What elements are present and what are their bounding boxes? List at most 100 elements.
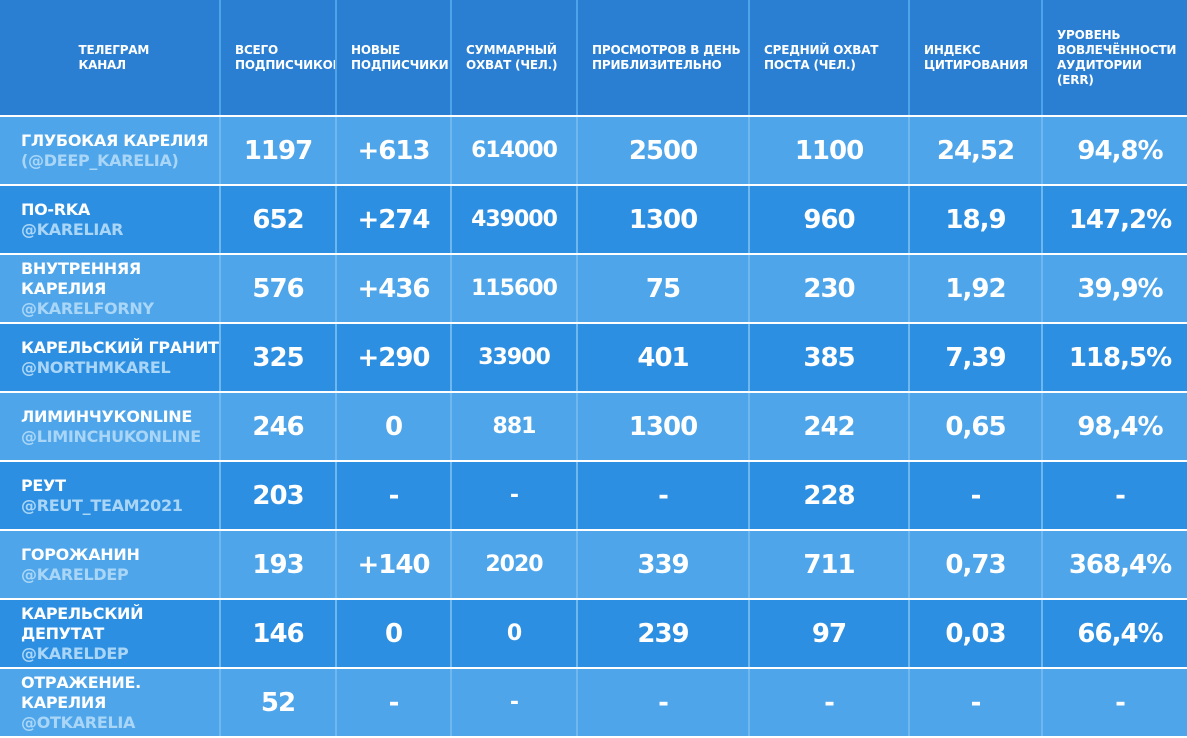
header-total-subscribers: ВСЕГО ПОДПИСЧИКОВ	[221, 0, 342, 115]
channel-handle: @LIMINCHUKONLINE	[21, 426, 201, 446]
cell-avg-post-reach: 242	[750, 393, 908, 460]
channel-name-cell: КАРЕЛЬСКИЙ ДЕПУТАТ @KARELDEP	[0, 600, 219, 667]
header-divider	[1041, 0, 1043, 115]
cell-citation-index: 18,9	[910, 186, 1041, 253]
header-divider	[219, 0, 221, 115]
column-divider	[576, 117, 578, 184]
column-divider	[450, 393, 452, 460]
column-divider	[576, 531, 578, 598]
column-divider	[908, 669, 910, 736]
channel-handle: (@DEEP_KARELIA)	[21, 150, 179, 170]
column-divider	[1041, 393, 1043, 460]
column-divider	[908, 393, 910, 460]
column-divider	[219, 531, 221, 598]
cell-citation-index: 0,03	[910, 600, 1041, 667]
column-divider	[748, 117, 750, 184]
column-divider	[748, 669, 750, 736]
cell-avg-post-reach: 385	[750, 324, 908, 391]
column-divider	[219, 324, 221, 391]
column-divider	[576, 324, 578, 391]
cell-total-subscribers: 325	[221, 324, 335, 391]
header-divider	[450, 0, 452, 115]
channel-name-cell: ПО-RKA @KARELIAR	[0, 186, 219, 253]
channel-name-cell: ГЛУБОКАЯ КАРЕЛИЯ (@DEEP_KARELIA)	[0, 117, 219, 184]
cell-total-reach: 0	[452, 600, 576, 667]
channel-name-cell: РЕУТ @REUT_TEAM2021	[0, 462, 219, 529]
column-divider	[908, 531, 910, 598]
cell-err: 147,2%	[1043, 186, 1187, 253]
cell-daily-views: 75	[578, 255, 748, 322]
cell-err: -	[1043, 462, 1187, 529]
column-divider	[908, 600, 910, 667]
cell-new-subscribers: 0	[337, 393, 450, 460]
cell-total-reach: 439000	[452, 186, 576, 253]
cell-total-subscribers: 652	[221, 186, 335, 253]
column-divider	[450, 324, 452, 391]
cell-total-subscribers: 146	[221, 600, 335, 667]
cell-new-subscribers: +290	[337, 324, 450, 391]
cell-err: 39,9%	[1043, 255, 1187, 322]
header-divider	[576, 0, 578, 115]
cell-err: 118,5%	[1043, 324, 1187, 391]
cell-err: 94,8%	[1043, 117, 1187, 184]
column-divider	[219, 255, 221, 322]
channel-title: КАРЕЛЬСКИЙ ДЕПУТАТ	[21, 603, 144, 643]
column-divider	[450, 669, 452, 736]
cell-new-subscribers: -	[337, 669, 450, 736]
column-divider	[335, 255, 337, 322]
cell-total-subscribers: 246	[221, 393, 335, 460]
cell-new-subscribers: +140	[337, 531, 450, 598]
channel-name-cell: КАРЕЛЬСКИЙ ГРАНИТ @NORTHMKAREL	[0, 324, 219, 391]
column-divider	[576, 669, 578, 736]
column-divider	[450, 531, 452, 598]
cell-new-subscribers: -	[337, 462, 450, 529]
cell-new-subscribers: +436	[337, 255, 450, 322]
cell-daily-views: 339	[578, 531, 748, 598]
cell-total-reach: 115600	[452, 255, 576, 322]
column-divider	[450, 600, 452, 667]
channel-title: КАРЕЛЬСКИЙ ГРАНИТ	[21, 337, 219, 357]
column-divider	[748, 393, 750, 460]
header-divider	[908, 0, 910, 115]
cell-daily-views: -	[578, 462, 748, 529]
cell-daily-views: 2500	[578, 117, 748, 184]
channel-title: ГОРОЖАНИН	[21, 544, 140, 564]
channel-handle: @KARELDEP	[21, 564, 129, 584]
column-divider	[748, 462, 750, 529]
cell-daily-views: -	[578, 669, 748, 736]
column-divider	[219, 117, 221, 184]
cell-avg-post-reach: 960	[750, 186, 908, 253]
column-divider	[1041, 531, 1043, 598]
column-divider	[1041, 462, 1043, 529]
cell-total-reach: 881	[452, 393, 576, 460]
column-divider	[908, 186, 910, 253]
header-citation-index: ИНДЕКС ЦИТИРОВАНИЯ	[910, 0, 1041, 115]
cell-total-reach: -	[452, 669, 576, 736]
cell-total-subscribers: 203	[221, 462, 335, 529]
cell-new-subscribers: +274	[337, 186, 450, 253]
column-divider	[219, 462, 221, 529]
cell-daily-views: 1300	[578, 186, 748, 253]
column-divider	[335, 531, 337, 598]
column-divider	[1041, 255, 1043, 322]
column-divider	[1041, 186, 1043, 253]
column-divider	[1041, 117, 1043, 184]
cell-total-reach: -	[452, 462, 576, 529]
column-divider	[335, 117, 337, 184]
column-divider	[450, 462, 452, 529]
cell-err: 98,4%	[1043, 393, 1187, 460]
cell-total-subscribers: 1197	[221, 117, 335, 184]
column-divider	[748, 255, 750, 322]
channel-handle: @REUT_TEAM2021	[21, 495, 183, 515]
cell-daily-views: 1300	[578, 393, 748, 460]
column-divider	[450, 255, 452, 322]
column-divider	[335, 186, 337, 253]
column-divider	[219, 393, 221, 460]
channel-name-cell: ОТРАЖЕНИЕ. КАРЕЛИЯ @OTKARELIA	[0, 669, 219, 736]
column-divider	[576, 393, 578, 460]
column-divider	[219, 186, 221, 253]
column-divider	[576, 186, 578, 253]
column-divider	[576, 255, 578, 322]
cell-citation-index: -	[910, 669, 1041, 736]
column-divider	[335, 324, 337, 391]
